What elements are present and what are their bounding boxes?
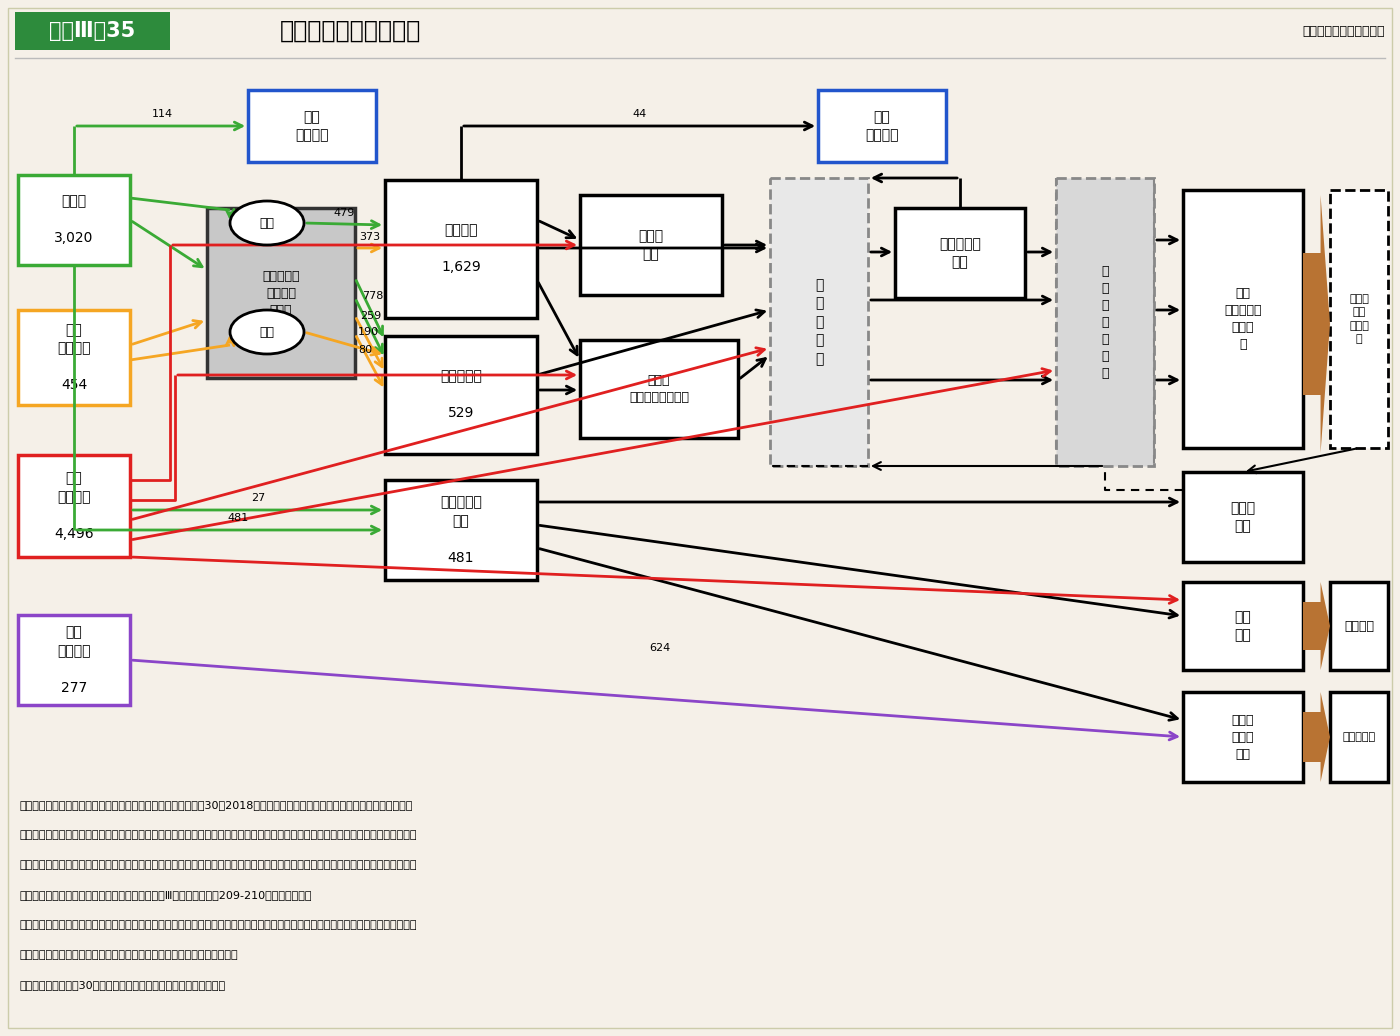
Bar — [580, 195, 722, 295]
Bar — [818, 90, 946, 162]
Text: 481: 481 — [227, 513, 249, 523]
Text: 259: 259 — [360, 311, 381, 321]
Text: 輸入
（製品）

4,496: 輸入 （製品） 4,496 — [55, 471, 94, 541]
Bar — [385, 480, 538, 580]
Text: 778: 778 — [363, 291, 384, 301]
Text: 輸出
（丸太）: 輸出 （丸太） — [295, 110, 329, 142]
Text: 44: 44 — [633, 109, 647, 119]
Text: 発電・
熱利用
施設: 発電・ 熱利用 施設 — [1232, 714, 1254, 760]
Polygon shape — [1320, 582, 1330, 670]
Text: 直送: 直送 — [259, 325, 274, 339]
Bar — [1183, 472, 1303, 562]
Bar — [1303, 713, 1320, 761]
Text: る場合が含まれる（ただし、「直送」を通過するものを除く。）。: る場合が含まれる（ただし、「直送」を通過するものを除く。）。 — [20, 950, 238, 960]
Bar — [895, 208, 1025, 298]
Bar — [385, 180, 538, 318]
Bar — [770, 178, 868, 466]
Text: 製紙
工場: 製紙 工場 — [1235, 610, 1252, 642]
Bar — [580, 340, 738, 438]
Text: 80: 80 — [358, 345, 372, 355]
Text: プレカット
工場: プレカット 工場 — [939, 237, 981, 269]
Text: ３：点線の枠を通過する矢印には、これらを経由しない木材の流通も含まれる。また、その他の矢印には、木材販売業者等が介在す: ３：点線の枠を通過する矢印には、これらを経由しない木材の流通も含まれる。また、そ… — [20, 920, 417, 930]
Text: 原木市場・
木材販売
業者等: 原木市場・ 木材販売 業者等 — [262, 269, 300, 317]
Text: 373: 373 — [360, 232, 381, 242]
Text: チップ
工場: チップ 工場 — [1231, 500, 1256, 534]
Bar — [1303, 602, 1320, 651]
Text: 直送: 直送 — [259, 217, 274, 230]
Text: 合単板工場

529: 合単板工場 529 — [440, 370, 482, 421]
Bar — [1183, 692, 1303, 782]
Text: 624: 624 — [650, 643, 671, 653]
Bar — [1303, 253, 1320, 395]
Text: 住宅
メーカー・
工務店
等: 住宅 メーカー・ 工務店 等 — [1224, 287, 1261, 351]
Text: 接入荷した原木が含まれる。詳しくは、第Ⅲ章第３節（８）209-210ページを参照。: 接入荷した原木が含まれる。詳しくは、第Ⅲ章第３節（８）209-210ページを参照… — [20, 890, 312, 900]
Text: 27: 27 — [251, 493, 265, 503]
Text: 輸出
（製品）: 輸出 （製品） — [865, 110, 899, 142]
Text: 住宅・
公共
建築物
等: 住宅・ 公共 建築物 等 — [1350, 294, 1369, 344]
Text: ２：「直送」を通過する矢印には、製材工場及び合単板工場が入荷した原木のうち、素材生産業者等から直接入荷した原木のほか、: ２：「直送」を通過する矢印には、製材工場及び合単板工場が入荷した原木のうち、素材… — [20, 830, 417, 840]
Bar — [1330, 692, 1387, 782]
Text: 集成材
工場: 集成材 工場 — [638, 229, 664, 261]
Text: 国産材

3,020: 国産材 3,020 — [55, 195, 94, 246]
Text: 原木市売市場との間で事前に取り決めた素材の数量、造材方法等に基づき、市場の土場を経由せず、伐採現場や中間土場から直: 原木市売市場との間で事前に取り決めた素材の数量、造材方法等に基づき、市場の土場を… — [20, 860, 417, 870]
Text: 木
材
販
売
業
者
等: 木 材 販 売 業 者 等 — [1102, 264, 1109, 379]
Bar — [385, 336, 538, 454]
Bar — [1330, 190, 1387, 448]
Text: 資料Ⅲ－35: 資料Ⅲ－35 — [49, 21, 136, 41]
Bar — [18, 310, 130, 405]
Text: 479: 479 — [333, 208, 356, 218]
Text: 輸入
（燃料）

277: 輸入 （燃料） 277 — [57, 626, 91, 694]
Text: エネルギー: エネルギー — [1343, 732, 1376, 742]
Bar — [18, 175, 130, 265]
Ellipse shape — [230, 201, 304, 244]
Text: 注１：主な加工・流通について図示。また、図中の数値は平成30（2018）年の数値で、統計上明らかなものを記載している。: 注１：主な加工・流通について図示。また、図中の数値は平成30（2018）年の数値… — [20, 800, 413, 810]
Bar — [1183, 190, 1303, 448]
Text: 単位：万㎥（丸太換算）: 単位：万㎥（丸太換算） — [1302, 25, 1385, 37]
Text: 製
品
市
場
等: 製 品 市 場 等 — [815, 279, 823, 366]
Text: 紙・板紙: 紙・板紙 — [1344, 620, 1373, 633]
Text: 製材工場

1,629: 製材工場 1,629 — [441, 224, 480, 275]
Text: 輸入
（丸太）

454: 輸入 （丸太） 454 — [57, 323, 91, 392]
Text: 資料：林野庁「平成30年木材需給表」等を基に林野庁企画課作成。: 資料：林野庁「平成30年木材需給表」等を基に林野庁企画課作成。 — [20, 980, 227, 990]
Bar — [1056, 178, 1154, 466]
Bar — [18, 455, 130, 557]
Bar — [18, 615, 130, 706]
Polygon shape — [1320, 195, 1330, 453]
Bar — [1330, 582, 1387, 670]
Ellipse shape — [230, 310, 304, 354]
Text: 木材加工・流通の概観: 木材加工・流通の概観 — [280, 19, 421, 44]
Text: 190: 190 — [358, 327, 379, 337]
Text: 木材チップ
工場

481: 木材チップ 工場 481 — [440, 495, 482, 565]
Text: その他
（木質ボード等）: その他 （木質ボード等） — [629, 374, 689, 404]
Bar — [248, 90, 377, 162]
Polygon shape — [1320, 692, 1330, 782]
Text: 114: 114 — [151, 109, 172, 119]
Bar — [15, 12, 169, 50]
Bar — [1183, 582, 1303, 670]
Bar — [207, 208, 356, 378]
